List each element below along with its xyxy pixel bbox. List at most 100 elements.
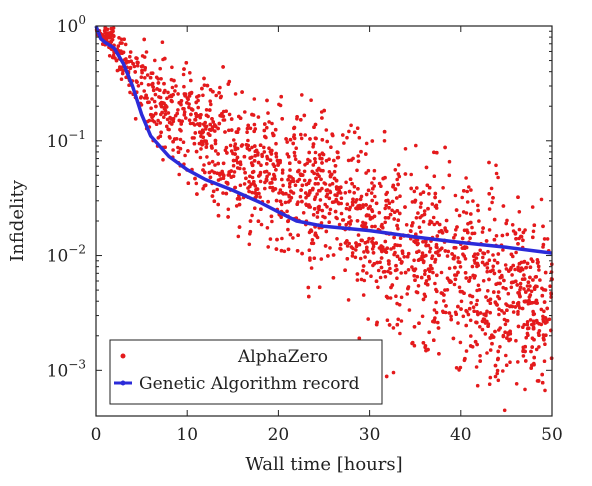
alphazero-point xyxy=(477,288,482,292)
alphazero-point xyxy=(349,245,354,249)
alphazero-point xyxy=(486,298,491,303)
alphazero-point xyxy=(218,85,222,90)
alphazero-point xyxy=(242,182,247,186)
alphazero-point xyxy=(426,267,431,272)
alphazero-point xyxy=(163,56,167,61)
alphazero-point xyxy=(458,265,463,269)
alphazero-point xyxy=(192,141,197,146)
alphazero-point xyxy=(292,150,297,155)
alphazero-point xyxy=(248,156,252,160)
alphazero-point xyxy=(132,64,137,69)
alphazero-point xyxy=(403,172,408,176)
alphazero-point xyxy=(504,267,509,271)
alphazero-point xyxy=(460,236,465,241)
alphazero-point xyxy=(200,86,204,91)
alphazero-point xyxy=(540,372,544,377)
alphazero-point xyxy=(208,175,213,180)
alphazero-point xyxy=(414,143,418,148)
alphazero-point xyxy=(210,127,215,132)
alphazero-point xyxy=(356,233,361,237)
alphazero-point xyxy=(384,203,389,208)
alphazero-point xyxy=(186,97,190,102)
alphazero-point xyxy=(398,243,402,248)
alphazero-point xyxy=(443,145,447,150)
alphazero-point xyxy=(471,254,476,259)
alphazero-point xyxy=(504,353,508,358)
alphazero-point xyxy=(532,312,537,316)
alphazero-point xyxy=(498,275,503,280)
alphazero-point xyxy=(154,111,158,116)
alphazero-point xyxy=(187,105,191,110)
alphazero-point xyxy=(324,194,329,199)
alphazero-point xyxy=(475,320,479,325)
alphazero-point xyxy=(469,301,473,305)
alphazero-point xyxy=(513,267,517,272)
alphazero-point xyxy=(313,160,318,164)
alphazero-point xyxy=(457,213,462,218)
alphazero-point xyxy=(256,151,260,155)
alphazero-point xyxy=(487,258,492,263)
alphazero-point xyxy=(233,142,238,146)
alphazero-point xyxy=(346,298,351,302)
alphazero-point xyxy=(182,67,186,71)
alphazero-point xyxy=(442,293,446,297)
alphazero-point xyxy=(168,136,172,140)
alphazero-point xyxy=(516,360,520,364)
alphazero-point xyxy=(291,179,296,184)
alphazero-point xyxy=(504,221,509,226)
alphazero-point xyxy=(448,280,452,285)
alphazero-point xyxy=(388,271,393,275)
alphazero-point xyxy=(246,123,250,128)
alphazero-point xyxy=(496,294,500,299)
alphazero-point xyxy=(398,211,402,216)
alphazero-point xyxy=(410,265,414,269)
alphazero-point xyxy=(526,288,531,292)
alphazero-point xyxy=(327,196,332,201)
alphazero-point xyxy=(248,174,252,179)
alphazero-point xyxy=(204,108,209,112)
alphazero-point xyxy=(400,249,405,253)
alphazero-point xyxy=(312,207,317,211)
alphazero-point xyxy=(435,289,439,294)
alphazero-point xyxy=(423,272,427,277)
alphazero-point xyxy=(366,317,371,321)
alphazero-point xyxy=(267,172,272,176)
alphazero-point xyxy=(462,246,467,250)
alphazero-point xyxy=(384,199,388,203)
alphazero-point xyxy=(229,169,233,173)
alphazero-point xyxy=(545,320,549,324)
alphazero-point xyxy=(473,339,478,344)
alphazero-point xyxy=(445,254,450,258)
alphazero-point xyxy=(362,278,367,283)
alphazero-point xyxy=(211,89,215,94)
alphazero-point xyxy=(519,234,524,239)
alphazero-point xyxy=(421,297,426,302)
alphazero-point xyxy=(362,250,366,254)
alphazero-point xyxy=(256,219,261,223)
alphazero-point xyxy=(481,255,485,260)
alphazero-point xyxy=(421,260,426,265)
alphazero-point xyxy=(250,190,254,195)
alphazero-point xyxy=(485,261,489,266)
alphazero-point xyxy=(511,300,516,305)
alphazero-point xyxy=(480,260,485,265)
alphazero-point xyxy=(386,259,391,263)
alphazero-point xyxy=(297,160,301,164)
alphazero-point xyxy=(412,325,417,329)
alphazero-point xyxy=(486,249,490,254)
alphazero-point xyxy=(310,238,315,242)
alphazero-point xyxy=(462,228,467,233)
alphazero-point xyxy=(463,257,468,261)
alphazero-point xyxy=(252,97,257,101)
alphazero-point xyxy=(177,172,181,177)
alphazero-point xyxy=(456,304,460,309)
alphazero-point xyxy=(233,92,238,96)
alphazero-point xyxy=(271,133,276,138)
alphazero-point xyxy=(422,212,427,217)
alphazero-point xyxy=(361,293,366,297)
alphazero-point xyxy=(366,188,371,193)
alphazero-point xyxy=(291,236,295,240)
alphazero-point xyxy=(165,96,169,101)
alphazero-point xyxy=(432,222,437,227)
alphazero-point xyxy=(466,312,471,317)
